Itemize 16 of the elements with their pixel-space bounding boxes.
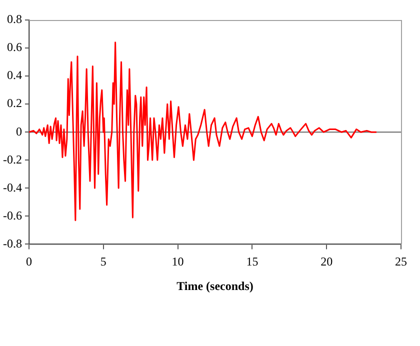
x-tick-label: 0 xyxy=(26,254,32,269)
y-tick-label: -0.8 xyxy=(2,236,22,250)
y-tick-label: -0.2 xyxy=(2,152,22,166)
y-tick-label: -0.4 xyxy=(2,180,22,194)
x-tick-label: 10 xyxy=(172,254,184,269)
x-tick-label: 15 xyxy=(246,254,258,269)
x-tick-label: 20 xyxy=(320,254,333,269)
x-axis-title: Time (seconds) xyxy=(176,278,254,293)
y-tick-label: 0.8 xyxy=(6,12,22,26)
x-tick-label: 5 xyxy=(100,254,106,269)
y-tick-label: 0.4 xyxy=(6,68,22,82)
y-tick-label: 0 xyxy=(16,124,22,138)
x-tick-label: 25 xyxy=(395,254,407,269)
y-tick-label: -0.6 xyxy=(2,208,22,222)
y-tick-label: 0.6 xyxy=(6,40,22,54)
y-tick-label: 0.2 xyxy=(6,96,22,110)
